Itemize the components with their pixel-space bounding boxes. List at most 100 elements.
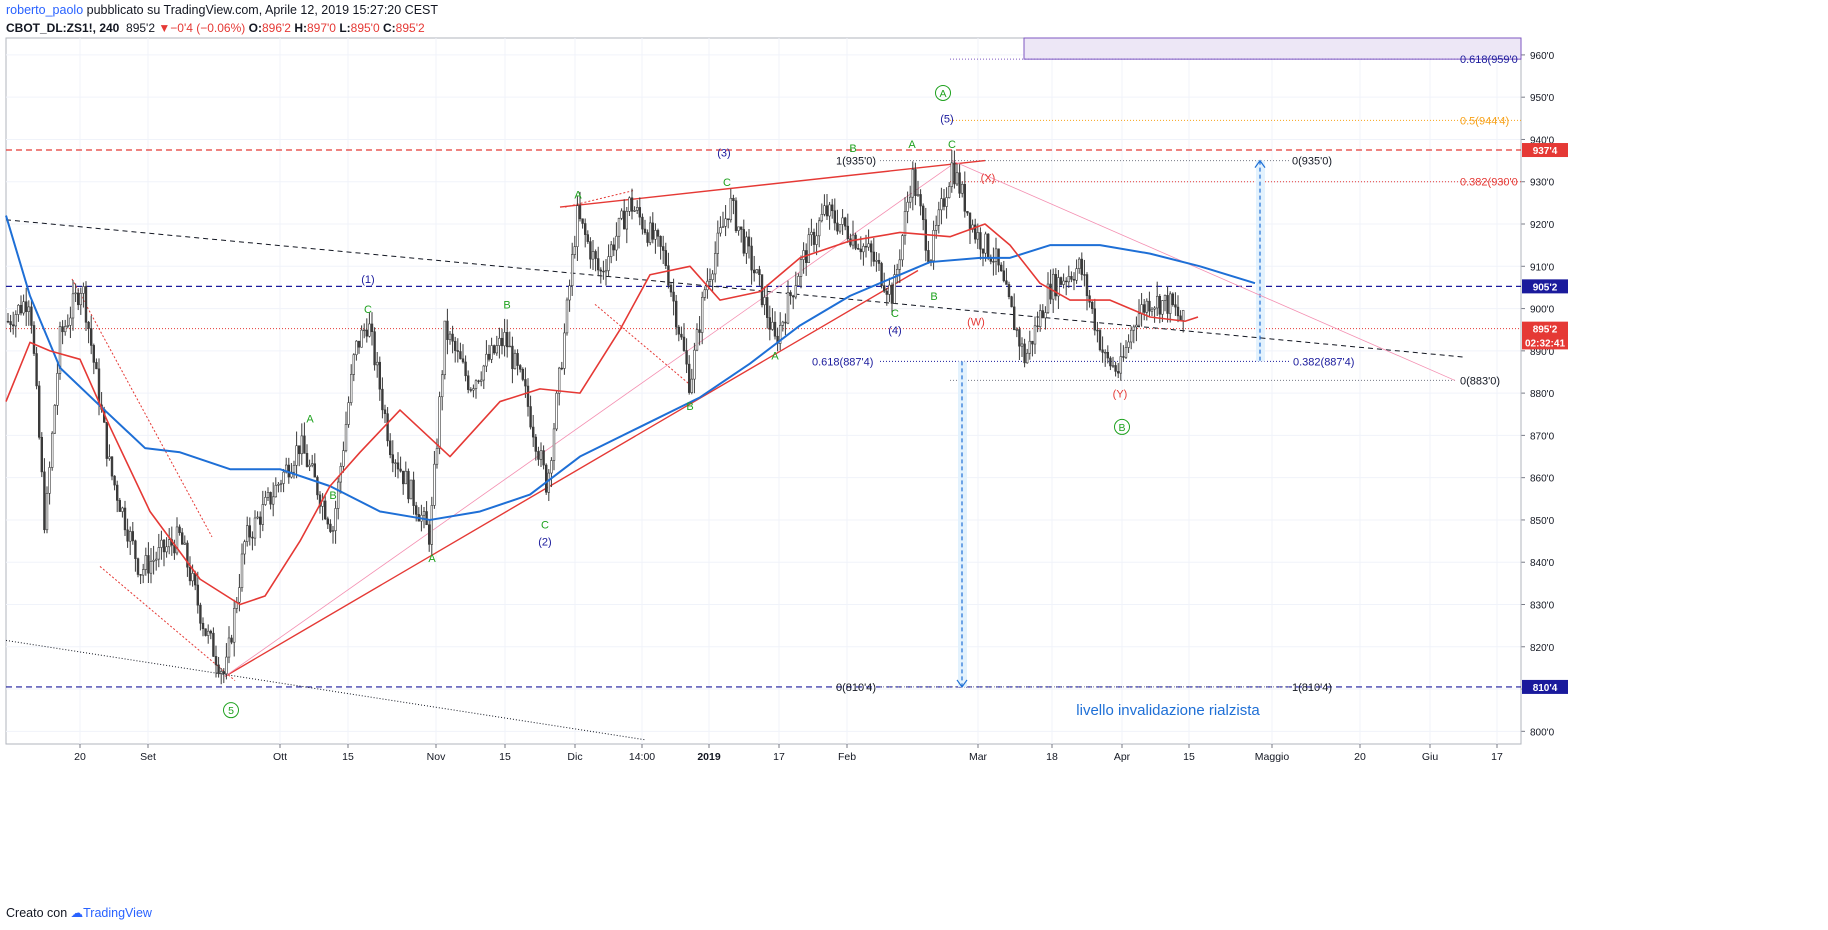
candle-body xyxy=(958,172,961,194)
candle-body xyxy=(817,220,821,237)
candle-body xyxy=(778,325,782,344)
candle-body xyxy=(849,238,852,246)
candle-body xyxy=(1057,277,1060,297)
wave-label: B xyxy=(686,401,693,413)
candle-body xyxy=(700,297,704,333)
tradingview-link[interactable]: TradingView xyxy=(83,906,152,920)
candle-body xyxy=(654,230,657,240)
candle-body xyxy=(589,241,592,260)
candle-body xyxy=(659,235,662,247)
candle-body xyxy=(994,248,998,262)
price-badge-label: 02:32:41 xyxy=(1525,338,1565,349)
wave-label: (1) xyxy=(361,274,374,286)
candle-body xyxy=(147,555,150,574)
candle-body xyxy=(472,388,475,391)
x-tick-label: 14:00 xyxy=(629,751,655,763)
candle-body xyxy=(1174,304,1177,308)
candle-body xyxy=(664,250,668,266)
wave-label: (5) xyxy=(940,114,953,126)
x-tick-label: Maggio xyxy=(1255,751,1290,763)
candle-body xyxy=(362,329,366,332)
candle-body xyxy=(35,353,38,387)
wave-label: (4) xyxy=(888,325,901,337)
candle-body xyxy=(1046,283,1050,313)
candle-body xyxy=(867,243,870,248)
symbol-info: CBOT_DL:ZS1!, 240 895'2 ▼−0'4 (−0.06%) O… xyxy=(6,21,425,35)
candle-body xyxy=(940,198,943,211)
candle-body xyxy=(1179,315,1182,321)
x-tick-label: 15 xyxy=(342,751,354,763)
candle-body xyxy=(906,201,909,212)
candle-body xyxy=(50,432,54,468)
candle-body xyxy=(732,197,735,202)
wave-label: A xyxy=(306,414,314,426)
candle-body xyxy=(1036,325,1039,327)
candle-body xyxy=(544,464,548,493)
created-with: Creato con xyxy=(6,906,68,920)
candle-body xyxy=(386,413,389,442)
candle-body xyxy=(825,205,829,217)
candle-body xyxy=(110,456,114,477)
y-tick-label: 830'0 xyxy=(1530,600,1555,611)
candle-body xyxy=(615,235,618,251)
y-tick-label: 940'0 xyxy=(1530,135,1555,146)
candle-body xyxy=(191,573,194,582)
candle-body xyxy=(227,637,231,658)
candle-body xyxy=(24,301,28,312)
candle-body xyxy=(1083,274,1086,276)
candle-body xyxy=(742,229,746,254)
candle-body xyxy=(1148,300,1151,312)
candle-body xyxy=(440,374,444,398)
candle-body xyxy=(357,340,361,348)
candle-body xyxy=(1062,280,1065,285)
candle-body xyxy=(531,426,535,438)
candle-body xyxy=(181,532,184,545)
candle-body xyxy=(932,230,935,261)
candle-body xyxy=(123,507,127,531)
candle-body xyxy=(461,358,465,363)
wave-label: (W) xyxy=(967,316,985,328)
candle-body xyxy=(1176,306,1180,317)
candle-body xyxy=(430,505,433,545)
wave-circle xyxy=(1114,418,1130,435)
candle-body xyxy=(1012,306,1016,331)
candle-body xyxy=(677,326,681,335)
candle-body xyxy=(30,306,33,326)
wave-trend-a xyxy=(564,189,636,208)
candle-body xyxy=(802,250,805,260)
candle-body xyxy=(537,451,540,460)
fib-label: 0.382(887'4) xyxy=(1293,356,1354,368)
candle-body xyxy=(1059,277,1063,285)
candle-body xyxy=(1091,301,1094,310)
candle-body xyxy=(602,270,605,273)
fib-label: 1(935'0) xyxy=(836,156,876,168)
candle-body xyxy=(882,285,886,292)
x-tick-label: 2019 xyxy=(697,751,721,763)
candle-body xyxy=(108,456,111,459)
candle-body xyxy=(945,197,948,207)
candle-body xyxy=(1041,310,1045,319)
candle-body xyxy=(407,470,410,500)
candle-body xyxy=(903,211,907,236)
candle-body xyxy=(27,306,30,312)
candle-body xyxy=(266,492,270,498)
footer: Creato con ☁TradingView xyxy=(6,905,152,920)
candle-body xyxy=(121,507,124,512)
candle-body xyxy=(326,518,329,525)
candle-body xyxy=(628,197,631,212)
high-value: 897'0 xyxy=(306,21,336,35)
candle-body xyxy=(1033,325,1037,345)
candle-body xyxy=(1080,258,1084,275)
candle-body xyxy=(352,354,355,375)
candle-body xyxy=(812,231,816,245)
candle-body xyxy=(651,222,655,240)
author-link[interactable]: roberto_paolo xyxy=(6,3,84,17)
candle-body xyxy=(973,224,977,240)
candle-body xyxy=(617,217,621,237)
candle-body xyxy=(58,326,62,374)
candle-body xyxy=(482,365,485,381)
fib-label: 0(935'0) xyxy=(1292,156,1332,168)
candle-body xyxy=(869,243,873,253)
wave-label: A xyxy=(428,553,436,565)
